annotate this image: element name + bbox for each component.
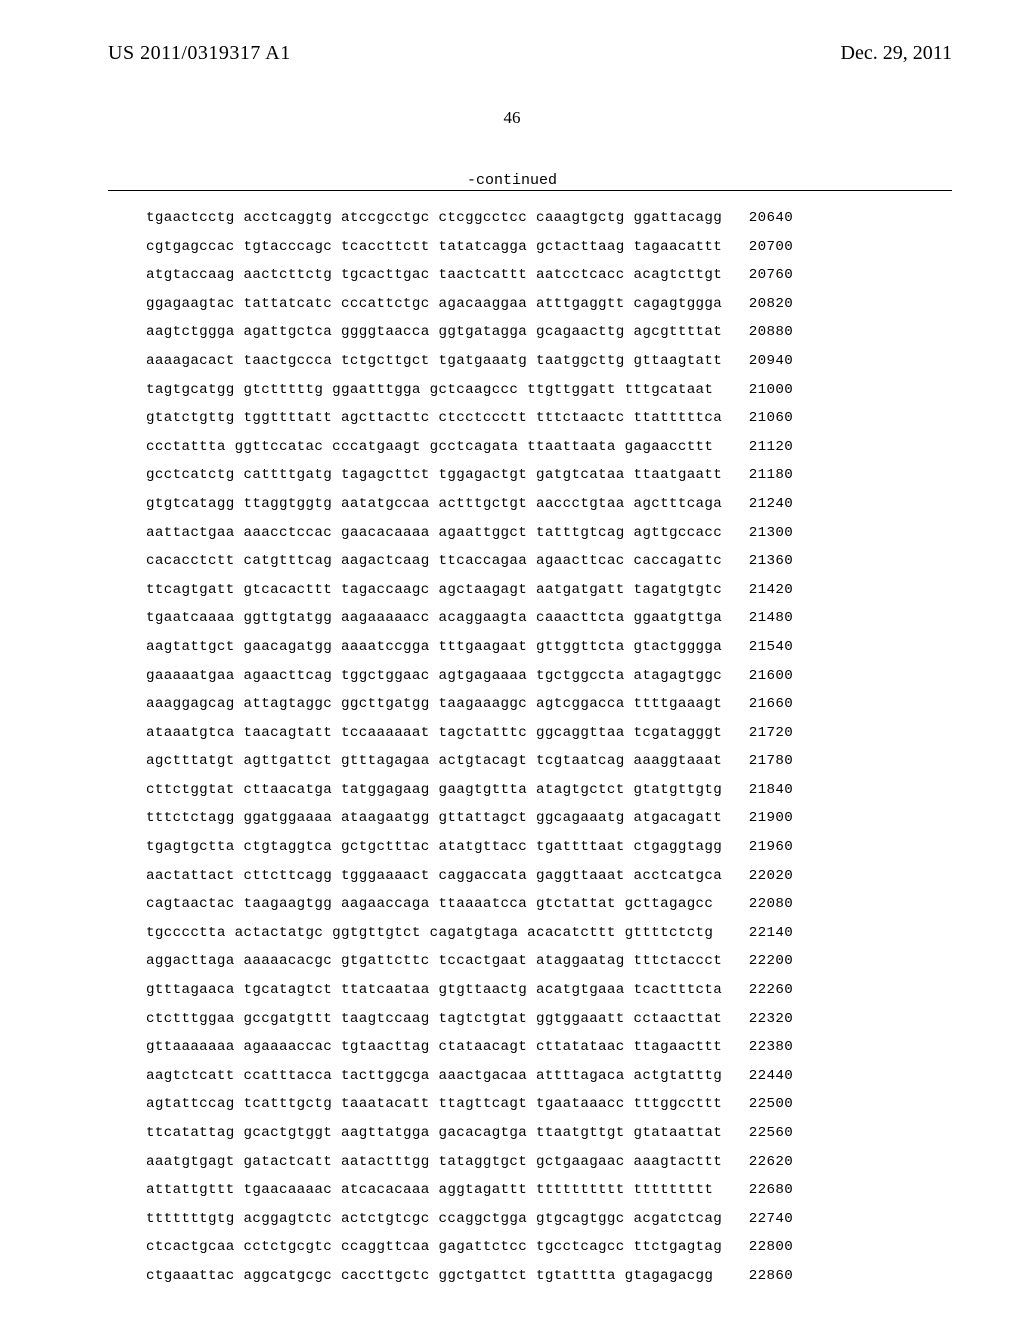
publication-date: Dec. 29, 2011 <box>841 42 952 65</box>
sequence-listing: tgaactcctg acctcaggtg atccgcctgc ctcggcc… <box>146 204 793 1291</box>
divider-top <box>108 190 952 191</box>
continued-label: -continued <box>0 172 1024 189</box>
page-number: 46 <box>0 108 1024 128</box>
publication-number: US 2011/0319317 A1 <box>108 42 291 65</box>
page: US 2011/0319317 A1 Dec. 29, 2011 46 -con… <box>0 0 1024 1320</box>
